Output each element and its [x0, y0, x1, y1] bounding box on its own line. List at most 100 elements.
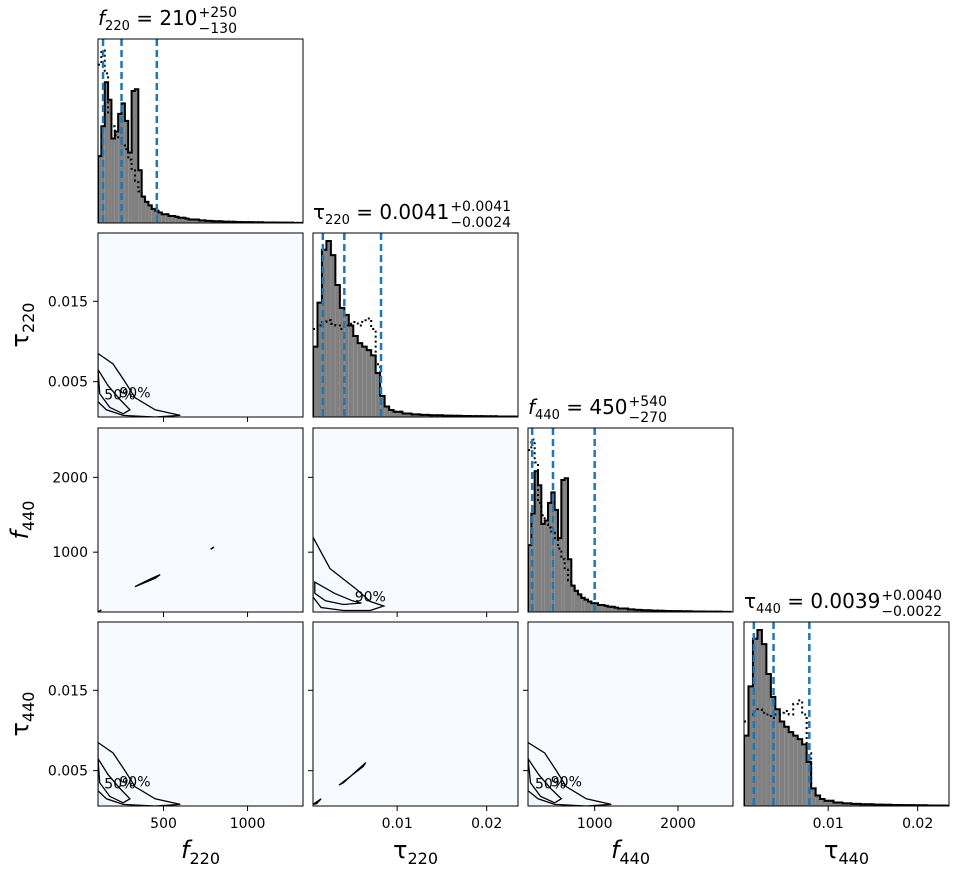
- hist-bar: [175, 216, 179, 223]
- panel-frame: [312, 621, 519, 807]
- contour-line: [98, 741, 181, 806]
- hist-panel-f440: [528, 428, 732, 612]
- hist-bar: [608, 606, 612, 612]
- hist-bar: [544, 520, 548, 612]
- hist-bar: [317, 302, 322, 417]
- hist-bar: [98, 156, 102, 223]
- hist-bar: [564, 478, 568, 612]
- hist-bar: [766, 674, 771, 806]
- hist-bar: [104, 82, 109, 223]
- panel-frame: [97, 232, 304, 418]
- panel-frame: [312, 232, 519, 418]
- hist-bar: [770, 696, 776, 806]
- hist-bar: [744, 735, 749, 806]
- hist-bar: [784, 726, 789, 806]
- hist-bar: [375, 373, 381, 417]
- x-tick-label: 0.01: [382, 816, 413, 832]
- panel-frame: [527, 427, 734, 613]
- hist-title-lower: −0.0024: [450, 215, 511, 231]
- contour-line: [528, 741, 612, 806]
- hist-bar: [158, 212, 162, 223]
- hist-bar: [775, 709, 780, 806]
- hist-step-dotted: [528, 438, 732, 612]
- contour-line: [528, 758, 563, 804]
- hist-bar: [393, 411, 399, 417]
- hist-title-tau440: τ440 = 0.0039: [744, 589, 880, 617]
- hist-panel-tau220: [313, 233, 518, 417]
- density-blob: [98, 739, 174, 806]
- hist-bar: [554, 509, 558, 612]
- hist-title-upper: +250: [199, 5, 237, 21]
- x-tick-label: 2000: [660, 816, 696, 832]
- hist-step-dotted: [313, 317, 518, 417]
- x-tick-label: 1000: [577, 816, 613, 832]
- hist-bar: [618, 608, 622, 612]
- hist-bar: [353, 336, 358, 417]
- hist-bar: [182, 217, 186, 223]
- hist-bar: [581, 597, 585, 612]
- hist-bar: [548, 502, 552, 612]
- density-panel-f220-f440: [98, 428, 303, 612]
- hist-bar: [389, 409, 394, 417]
- x-tick-label: 0.01: [813, 816, 844, 832]
- contour-label: 50%: [104, 776, 135, 792]
- contour-label: 90%: [551, 775, 582, 791]
- y-axis-label-tau440: τ440: [6, 692, 38, 737]
- hist-bar: [538, 485, 542, 612]
- hist-bar: [195, 219, 199, 223]
- contour-label: 90%: [119, 386, 150, 402]
- x-tick-label: 1000: [230, 816, 266, 832]
- hist-title-upper: +0.0040: [881, 588, 942, 604]
- hist-bar: [420, 414, 425, 417]
- contour-line: [98, 758, 131, 804]
- hist-bar: [131, 91, 135, 223]
- hist-bar: [624, 608, 628, 612]
- panel-frame: [743, 621, 950, 807]
- hist-bar: [398, 411, 403, 417]
- hist-bar: [855, 803, 861, 806]
- hist-bar: [208, 220, 213, 223]
- contour-line: [314, 580, 362, 606]
- x-tick-label: 0.02: [902, 816, 933, 832]
- hist-bar: [568, 559, 572, 612]
- x-tick-label: 0.02: [471, 816, 502, 832]
- contour-line: [210, 546, 215, 550]
- hist-bar: [111, 138, 115, 223]
- hist-bar: [335, 285, 340, 417]
- y-axis-label-f440: f440: [6, 501, 38, 540]
- hist-bar: [321, 249, 327, 417]
- hist-bar: [811, 788, 816, 806]
- hist-bar: [348, 325, 354, 417]
- panel-frame: [527, 621, 734, 807]
- hist-bar: [851, 803, 856, 806]
- hist-bar: [161, 214, 166, 223]
- hist-bar: [628, 609, 632, 612]
- hist-bar: [198, 220, 203, 223]
- panel-frame: [97, 427, 304, 613]
- panel-frame: [312, 427, 519, 613]
- hist-title-lower: −270: [629, 410, 667, 426]
- hist-bar: [534, 471, 538, 612]
- hist-bar: [141, 196, 146, 223]
- hist-bar: [802, 744, 807, 806]
- panel-frame: [97, 38, 304, 224]
- hist-bar: [604, 605, 608, 612]
- density-background: [98, 428, 303, 612]
- hist-bar: [820, 798, 825, 806]
- hist-title-lower: −0.0022: [881, 604, 942, 620]
- hist-bar: [561, 480, 565, 612]
- hist-bar: [797, 739, 803, 806]
- hist-bar: [598, 604, 602, 612]
- hist-bar: [330, 255, 336, 417]
- hist-bar: [185, 218, 189, 223]
- density-panel-f220-tau440: 50%90%: [98, 622, 303, 806]
- hist-title-upper: +540: [629, 394, 667, 410]
- hist-bar: [205, 220, 209, 223]
- hist-bar: [171, 215, 176, 223]
- hist-bar: [594, 603, 598, 612]
- contour-label: 50%: [535, 776, 566, 792]
- hist-bar: [371, 355, 376, 417]
- contour-line: [98, 369, 131, 415]
- contour-label: 50%: [104, 387, 135, 403]
- contour-label: 90%: [355, 590, 386, 606]
